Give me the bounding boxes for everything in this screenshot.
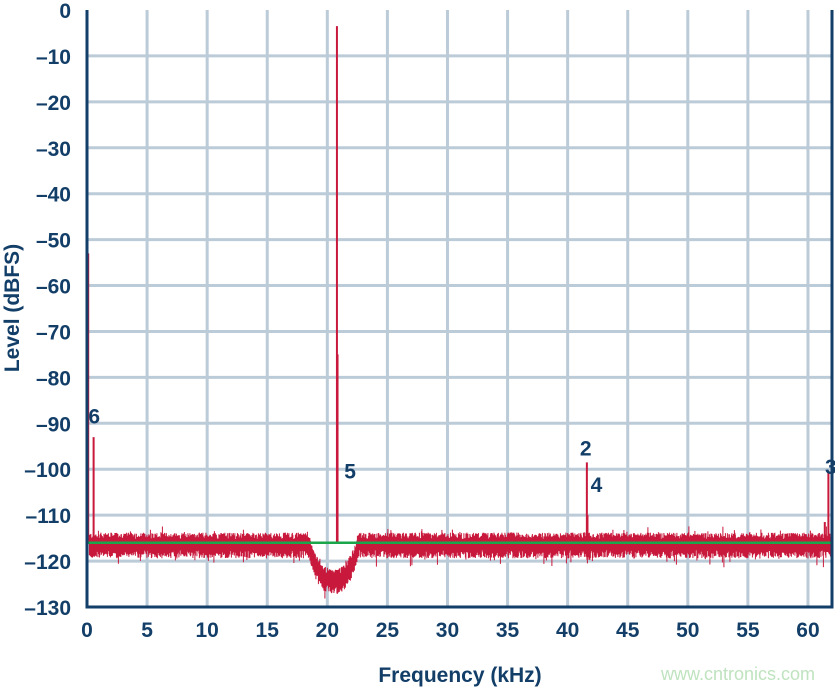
x-tick-label: 45 — [616, 619, 640, 642]
x-tick-label: 55 — [736, 619, 760, 642]
y-tick-label: –80 — [36, 367, 71, 390]
y-tick-label: –30 — [36, 138, 71, 161]
grid — [87, 10, 832, 607]
harmonic-label: 2 — [580, 437, 592, 460]
x-tick-label: 50 — [676, 619, 699, 642]
x-tick-label: 15 — [256, 619, 280, 642]
x-tick-label: 25 — [376, 619, 400, 642]
harmonic-label: 4 — [591, 474, 603, 497]
x-tick-labels: 0 5 10 15 20 25 30 35 40 45 50 55 60 — [81, 619, 819, 642]
x-tick-label: 10 — [195, 619, 218, 642]
y-tick-label: –70 — [36, 321, 71, 344]
x-tick-label: 20 — [316, 619, 339, 642]
x-axis-label: Frequency (kHz) — [378, 664, 541, 687]
harmonic-label: 6 — [88, 405, 100, 428]
harmonic-label: 5 — [344, 460, 356, 483]
x-tick-label: 0 — [81, 619, 93, 642]
y-tick-label: –20 — [36, 92, 71, 115]
watermark: www.cntronics.com — [660, 664, 815, 684]
y-tick-label: –120 — [24, 551, 71, 574]
y-tick-label: –110 — [25, 505, 71, 528]
x-tick-label: 40 — [556, 619, 579, 642]
plot-frame — [85, 10, 834, 609]
annotations: 6 5 2 4 3 — [88, 405, 835, 497]
y-tick-label: –130 — [24, 597, 71, 620]
y-tick-labels: 0 –10 –20 –30 –40 –50 –60 –70 –80 –90 –100 –110 –120… — [24, 0, 71, 620]
y-tick-label: –50 — [36, 230, 71, 253]
y-tick-label: –90 — [36, 413, 71, 436]
y-tick-label: 0 — [59, 0, 71, 23]
y-tick-label: –40 — [36, 184, 71, 207]
x-tick-label: 35 — [496, 619, 520, 642]
spectrum-series — [87, 26, 832, 599]
y-tick-label: –60 — [36, 276, 71, 299]
harmonic-label: 3 — [825, 456, 835, 479]
x-tick-label: 30 — [436, 619, 459, 642]
x-tick-label: 60 — [796, 619, 819, 642]
y-axis-label: Level (dBFS) — [1, 244, 24, 372]
y-tick-label: –100 — [24, 459, 71, 482]
axes — [85, 10, 834, 609]
y-tick-label: –10 — [36, 46, 71, 69]
x-tick-label: 5 — [141, 619, 153, 642]
